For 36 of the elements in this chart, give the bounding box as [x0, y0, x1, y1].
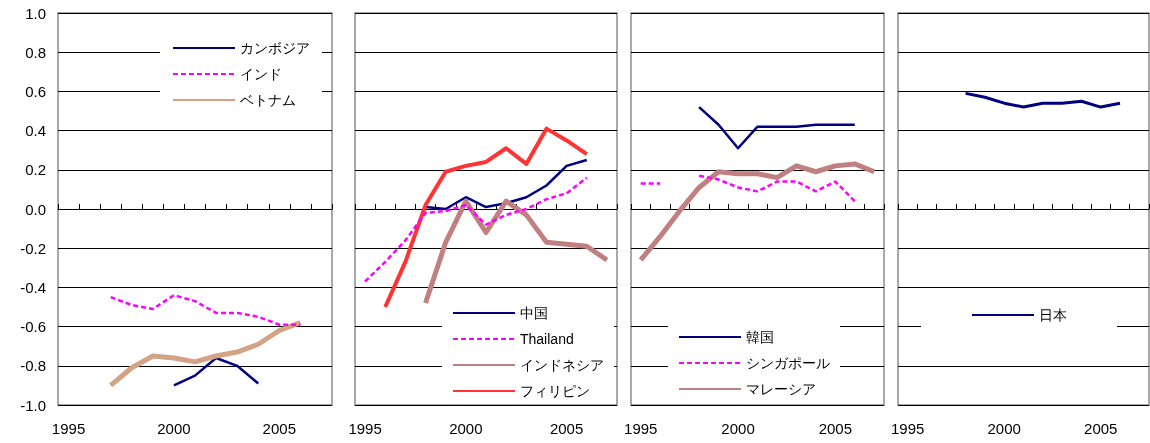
y-tick-label: 0.8	[25, 43, 46, 61]
x-tick-label: 2000	[721, 420, 755, 437]
legend-label: ベトナム	[240, 92, 296, 108]
x-tick-label: 1995	[891, 420, 925, 437]
y-tick-label: 1.0	[25, 4, 46, 22]
y-tick-label: 0.6	[25, 82, 46, 100]
legend-label: マレーシア	[746, 381, 816, 397]
legend-label: 韓国	[746, 329, 774, 345]
y-tick-label: -0.4	[20, 278, 46, 296]
legend-label: インド	[240, 66, 282, 82]
line-series	[109, 293, 302, 326]
y-tick-label: -0.6	[20, 318, 46, 336]
x-tick-label: 2000	[987, 420, 1021, 437]
y-tick-label: 0.2	[25, 161, 46, 179]
x-tick-label: 1995	[624, 420, 658, 437]
legend-label: 中国	[520, 305, 548, 321]
x-tick-label: 1995	[51, 420, 86, 437]
legend-label: Thailand	[520, 331, 574, 347]
x-tick-label: 2005	[818, 420, 853, 437]
x-tick-label: 2005	[549, 420, 584, 437]
x-tick-label: 2005	[262, 420, 296, 437]
y-tick-label: -0.2	[20, 239, 46, 257]
y-tick-label: -1.0	[20, 396, 46, 414]
x-tick-label: 1995	[348, 420, 382, 437]
legend-label: インドネシア	[520, 357, 604, 373]
y-tick-label: -0.8	[20, 357, 46, 375]
line-series	[172, 356, 260, 387]
legend-label: 日本	[1039, 307, 1067, 323]
x-tick-label: 2000	[449, 420, 483, 437]
legend-label: カンボジア	[240, 40, 310, 56]
y-tick-label: 0.4	[25, 122, 46, 140]
legend-label: フィリピン	[520, 383, 590, 399]
y-tick-label: 0.0	[25, 200, 46, 218]
legend-label: シンガポール	[746, 355, 830, 371]
x-tick-label: 2000	[157, 420, 191, 437]
x-tick-label: 2005	[1084, 420, 1118, 437]
